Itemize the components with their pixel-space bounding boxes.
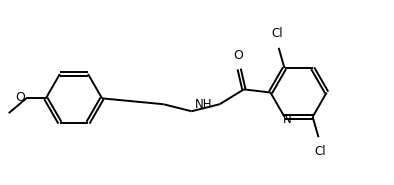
Text: N: N bbox=[283, 113, 292, 127]
Text: NH: NH bbox=[195, 98, 213, 111]
Text: O: O bbox=[15, 91, 25, 104]
Text: O: O bbox=[234, 49, 243, 62]
Text: Cl: Cl bbox=[271, 27, 282, 40]
Text: Cl: Cl bbox=[315, 145, 326, 158]
